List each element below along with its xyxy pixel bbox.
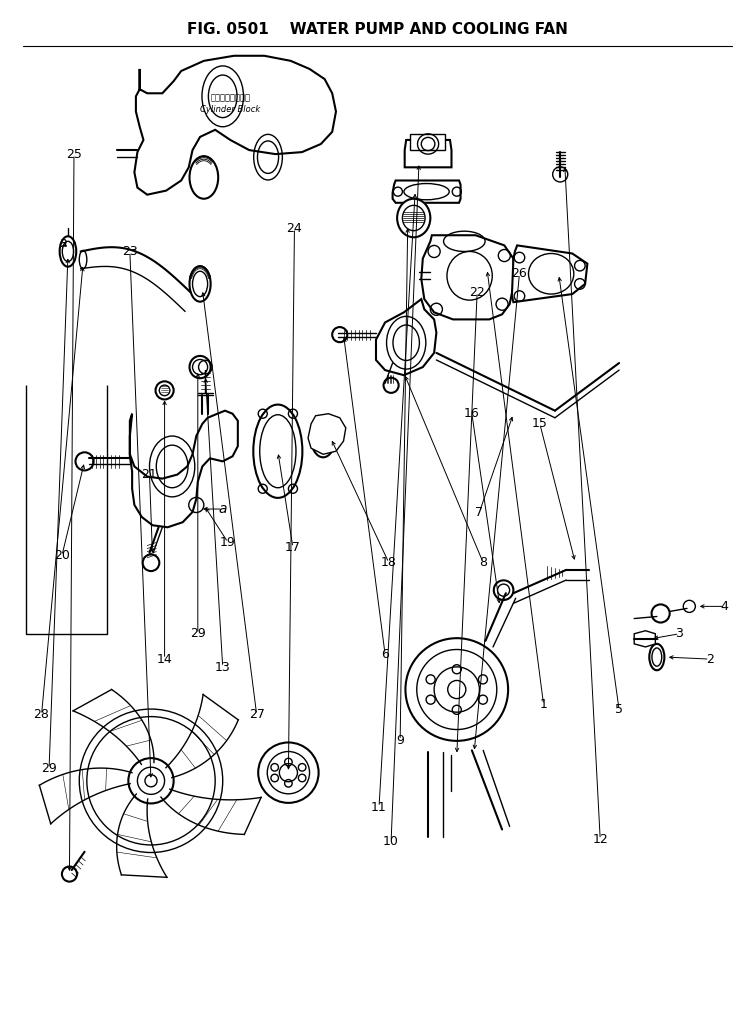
Text: 1: 1 [540,699,547,711]
Text: 28: 28 [33,709,50,721]
Text: 19: 19 [220,536,236,549]
Text: 20: 20 [54,550,70,562]
Text: 15: 15 [532,418,548,430]
Text: 6: 6 [381,648,389,660]
Ellipse shape [311,419,335,457]
Circle shape [143,555,159,571]
Text: a: a [218,502,227,516]
Text: 10: 10 [383,836,399,848]
Polygon shape [308,414,346,454]
Ellipse shape [397,199,430,237]
Text: Cylinder Block: Cylinder Block [200,105,260,114]
Polygon shape [405,140,451,167]
Polygon shape [634,631,655,647]
Text: 25: 25 [66,148,82,160]
Text: 27: 27 [248,709,265,721]
Polygon shape [512,245,587,302]
Text: 22: 22 [470,286,485,298]
Circle shape [156,381,174,400]
Circle shape [652,604,670,623]
Text: 12: 12 [593,834,608,846]
Text: 13: 13 [215,661,230,673]
Text: a: a [58,236,67,250]
Ellipse shape [60,236,76,267]
Text: 18: 18 [381,557,397,569]
Polygon shape [376,299,436,375]
Text: FIG. 0501    WATER PUMP AND COOLING FAN: FIG. 0501 WATER PUMP AND COOLING FAN [187,22,568,38]
Ellipse shape [79,250,87,269]
Circle shape [62,867,77,881]
Circle shape [494,580,513,600]
Text: 9: 9 [396,734,404,746]
Circle shape [258,742,319,803]
Ellipse shape [190,267,211,302]
Text: 23: 23 [122,245,137,258]
Text: 24: 24 [287,222,302,234]
Circle shape [128,758,174,803]
Text: 7: 7 [476,506,483,518]
Text: 2: 2 [706,653,713,665]
Text: 29: 29 [190,628,205,640]
Text: 14: 14 [157,653,172,665]
Polygon shape [130,411,238,527]
Polygon shape [134,56,336,195]
Text: 4: 4 [721,600,729,612]
Text: 29: 29 [42,763,57,775]
Text: 11: 11 [371,801,387,813]
Text: 17: 17 [285,541,301,554]
Ellipse shape [190,356,211,378]
Polygon shape [421,235,515,319]
Text: 3: 3 [676,628,683,640]
Text: 5: 5 [615,704,623,716]
Text: シリンダブロック: シリンダブロック [211,94,250,102]
Ellipse shape [190,156,218,199]
Polygon shape [410,134,445,150]
Circle shape [405,638,508,741]
Text: 8: 8 [479,557,487,569]
Text: 16: 16 [464,408,479,420]
Text: 26: 26 [512,268,527,280]
Ellipse shape [254,405,303,498]
Polygon shape [393,180,461,203]
Circle shape [76,452,94,470]
Text: 21: 21 [142,468,157,481]
